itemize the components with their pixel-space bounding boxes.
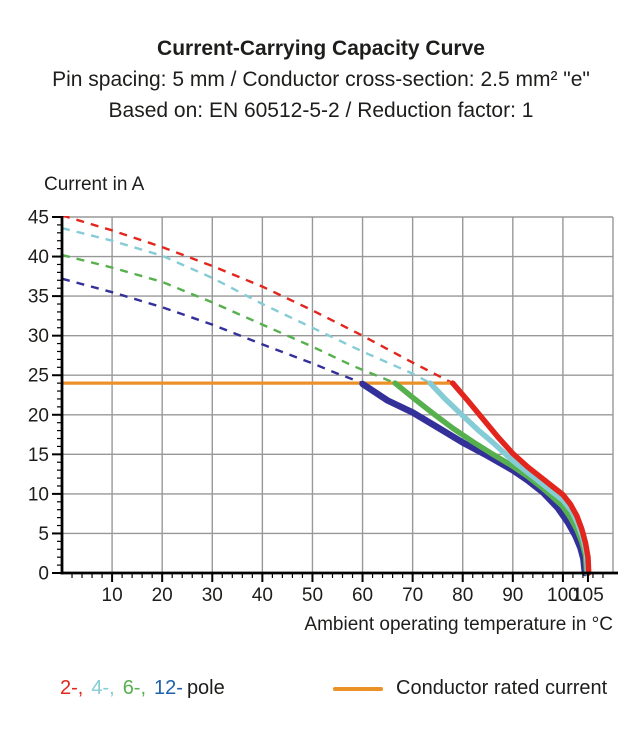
legend-pole-suffix: pole — [186, 677, 225, 699]
x-tick-label-100: 100 — [547, 585, 579, 606]
series-2-pole-dashed-curve — [62, 216, 454, 385]
legend-pole-4: 4-, — [91, 677, 115, 699]
x-tick-label-90: 90 — [502, 585, 523, 606]
series-curves — [62, 216, 592, 577]
y-tick-label-20: 20 — [28, 405, 49, 426]
series-12-pole-solid-curve — [359, 380, 589, 577]
legend-rated-current: Conductor rated current — [333, 677, 607, 700]
x-tick-label-60: 60 — [352, 585, 373, 606]
y-tick-label-30: 30 — [28, 326, 49, 347]
chart-subtitle-basis: Based on: EN 60512-5-2 / Reduction facto… — [108, 99, 534, 122]
chart-subtitle-spec: Pin spacing: 5 mm / Conductor cross-sect… — [52, 68, 590, 91]
capacity-chart-plot: 0 5 10 15 20 25 30 35 40 45 10 20 30 40 50 60 70 80 90 1001… — [28, 208, 618, 607]
legend-poles: 2-, 4-, 6-, 12- pole — [60, 677, 225, 700]
y-tick-label-15: 15 — [28, 445, 49, 466]
x-tick-label-20: 20 — [152, 585, 173, 606]
series-4-pole-solid-curve — [427, 380, 591, 576]
chart-title: Current-Carrying Capacity Curve — [157, 37, 485, 60]
x-tick-label-70: 70 — [402, 585, 423, 606]
axes — [60, 216, 618, 575]
rated-current-line-swatch — [333, 686, 383, 691]
series-6-pole-solid-curve — [392, 380, 590, 576]
y-tick-label-10: 10 — [28, 484, 49, 505]
series-4-pole-dashed-curve — [62, 226, 431, 385]
chart-header: Current-Carrying Capacity Curve Pin spac… — [0, 33, 642, 126]
y-tick-label-25: 25 — [28, 366, 49, 387]
x-axis-title: Ambient operating temperature in °C — [304, 614, 613, 635]
x-tick-label-10: 10 — [102, 585, 123, 606]
y-axis-title: Current in A — [44, 174, 145, 195]
x-tick-label-80: 80 — [452, 585, 473, 606]
y-tick-label-45: 45 — [28, 208, 49, 229]
y-tick-label-5: 5 — [38, 524, 49, 545]
x-tick-label-50: 50 — [302, 585, 323, 606]
y-tick-label-0: 0 — [38, 564, 49, 585]
x-tick-label-105: 105 — [572, 585, 604, 606]
legend-pole-2: 2-, — [60, 677, 84, 699]
grid-lines — [62, 216, 614, 573]
rated-current-label: Conductor rated current — [396, 677, 608, 699]
legend-pole-12: 12- — [154, 677, 183, 699]
y-tick-label-35: 35 — [28, 287, 49, 308]
series-6-pole-dashed-curve — [62, 253, 396, 385]
x-tick-label-40: 40 — [252, 585, 273, 606]
legend-pole-6: 6-, — [122, 677, 147, 699]
series-12-pole-dashed-curve — [62, 277, 363, 385]
axis-ticks — [52, 216, 604, 582]
series-2-pole-solid-curve — [449, 380, 592, 576]
tick-labels: 0 5 10 15 20 25 30 35 40 45 10 20 30 40 50 60 70 80 90 1001… — [28, 208, 604, 607]
x-tick-label-30: 30 — [202, 585, 223, 606]
y-tick-label-40: 40 — [28, 247, 49, 268]
